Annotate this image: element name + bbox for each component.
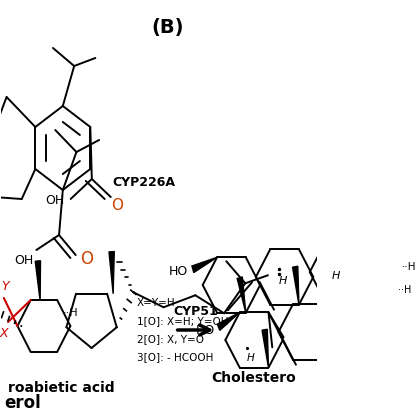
Polygon shape bbox=[217, 312, 240, 330]
Text: O: O bbox=[111, 197, 123, 212]
Text: OH: OH bbox=[14, 254, 33, 267]
Text: 1[O]: X=H; Y=OH: 1[O]: X=H; Y=OH bbox=[137, 316, 228, 326]
Text: H: H bbox=[247, 353, 254, 363]
Polygon shape bbox=[192, 257, 217, 273]
Text: HO: HO bbox=[169, 265, 189, 278]
Text: roabietic acid: roabietic acid bbox=[8, 381, 115, 395]
Polygon shape bbox=[35, 261, 41, 301]
Polygon shape bbox=[262, 329, 268, 368]
Text: erol: erol bbox=[5, 394, 41, 412]
Text: ··H: ··H bbox=[398, 285, 411, 295]
Text: HO: HO bbox=[196, 324, 215, 337]
Text: O: O bbox=[80, 250, 93, 268]
Text: Cholestero: Cholestero bbox=[212, 371, 296, 385]
Text: 3[O]: - HCOOH: 3[O]: - HCOOH bbox=[137, 352, 213, 362]
Text: X=Y=H: X=Y=H bbox=[137, 298, 176, 308]
Text: 2[O]: X, Y=O: 2[O]: X, Y=O bbox=[137, 334, 204, 344]
Text: ··H: ··H bbox=[401, 262, 416, 272]
Polygon shape bbox=[293, 266, 299, 305]
Text: ··H: ··H bbox=[62, 308, 78, 318]
Text: (B): (B) bbox=[151, 18, 184, 37]
Text: OH: OH bbox=[46, 194, 65, 207]
Polygon shape bbox=[109, 252, 114, 294]
Text: X: X bbox=[0, 327, 8, 340]
Text: H: H bbox=[332, 271, 340, 281]
Text: CYP226A: CYP226A bbox=[113, 176, 176, 189]
Text: Y: Y bbox=[2, 280, 9, 293]
Text: H: H bbox=[279, 276, 287, 286]
Text: CYP51: CYP51 bbox=[173, 305, 218, 318]
Polygon shape bbox=[237, 277, 246, 313]
